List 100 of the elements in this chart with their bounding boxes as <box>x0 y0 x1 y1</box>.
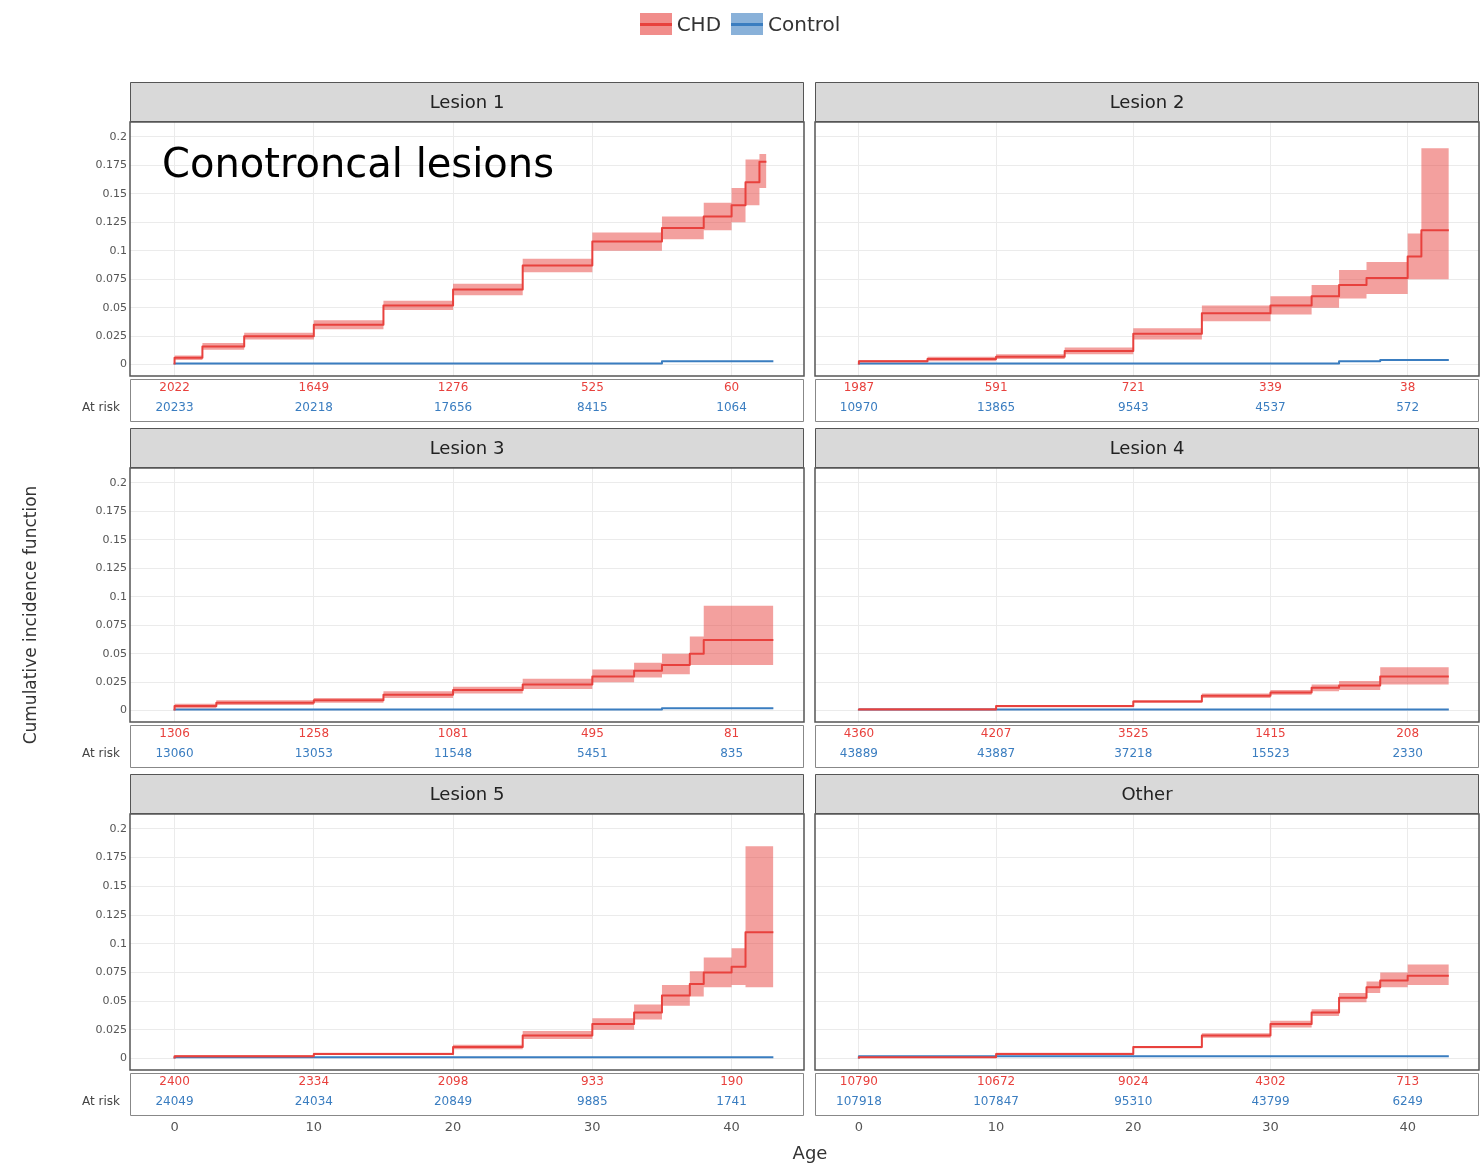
text: 5451 <box>577 746 608 761</box>
text: 10970 <box>839 400 878 415</box>
y-tick-label: 0.025 <box>95 674 127 688</box>
text: 2022 <box>159 380 190 395</box>
text: 1987 <box>843 380 875 395</box>
text: 2098 <box>437 1074 469 1089</box>
text: 37218 <box>1114 746 1153 761</box>
x-tick-label: 30 <box>584 1119 601 1135</box>
text: 10672 <box>977 1074 1016 1089</box>
chart-title: Lesion 1 <box>429 90 505 112</box>
y-tick-label: 0.1 <box>109 589 127 603</box>
chart-title: Lesion 2 <box>1109 90 1185 112</box>
text: 20233 <box>155 400 194 415</box>
text: 81 <box>723 726 740 741</box>
text: 6249 <box>1392 1094 1423 1109</box>
text: 4537 <box>1255 400 1286 415</box>
chart-title: Other <box>1121 782 1174 804</box>
text: 933 <box>580 1074 604 1089</box>
y-tick-label: 0.15 <box>102 186 127 200</box>
x-tick-label: 20 <box>1125 1119 1142 1135</box>
text: 591 <box>984 380 1008 395</box>
x-tick-label: 20 <box>444 1119 462 1135</box>
y-tick-label: 0.025 <box>95 328 127 342</box>
y-tick-label: 0.2 <box>109 821 127 835</box>
text: 15523 <box>1251 746 1290 761</box>
text: 2334 <box>298 1074 330 1089</box>
y-tick-label: 0.05 <box>102 993 127 1007</box>
y-tick-label: 0.05 <box>102 646 127 660</box>
text: 8415 <box>577 400 608 415</box>
y-axis-title: Cumulative incidence function <box>20 485 40 745</box>
text: 525 <box>580 380 604 395</box>
y-tick-label: 0 <box>120 357 127 371</box>
text: 9024 <box>1118 1074 1149 1089</box>
text: 721 <box>1121 380 1145 395</box>
text: 13053 <box>294 746 333 761</box>
legend-label: Control <box>768 12 841 36</box>
chart-title: Lesion 3 <box>429 436 505 458</box>
text: 1649 <box>298 380 330 395</box>
text: 9885 <box>577 1094 608 1109</box>
y-tick-label: 0.15 <box>102 532 127 546</box>
text: 95310 <box>1114 1094 1153 1109</box>
text: 190 <box>720 1074 744 1089</box>
text: 38 <box>1400 380 1416 395</box>
text: 2400 <box>159 1074 190 1089</box>
chart-title: Lesion 4 <box>1109 436 1185 458</box>
text: 13865 <box>977 400 1016 415</box>
y-tick-label: 0.025 <box>95 1022 127 1036</box>
text: 713 <box>1396 1074 1420 1089</box>
text: 13060 <box>155 746 194 761</box>
text: 1276 <box>437 380 469 395</box>
y-tick-label: 0.075 <box>95 618 127 632</box>
x-tick-label: 10 <box>305 1119 323 1135</box>
text: 43889 <box>839 746 878 761</box>
chart-title: Lesion 5 <box>429 782 505 804</box>
y-tick-label: 0.125 <box>95 215 127 229</box>
y-tick-label: 0.2 <box>109 475 127 489</box>
y-tick-label: 0.175 <box>95 158 127 172</box>
x-tick-label: 10 <box>987 1119 1005 1135</box>
x-axis-title: Age <box>792 1142 828 1163</box>
text: 107918 <box>835 1094 882 1109</box>
y-tick-label: 0.1 <box>109 243 127 257</box>
x-tick-label: 30 <box>1262 1119 1279 1135</box>
text: 1064 <box>716 400 747 415</box>
y-tick-label: 0.125 <box>95 907 127 921</box>
y-tick-label: 0.175 <box>95 850 127 864</box>
text: 4302 <box>1255 1074 1286 1089</box>
text: 10790 <box>839 1074 878 1089</box>
text: 835 <box>720 746 744 761</box>
text: At risk <box>82 1094 121 1109</box>
text: 1081 <box>437 726 469 741</box>
text: 9543 <box>1118 400 1149 415</box>
text: At risk <box>82 400 121 415</box>
y-tick-label: 0 <box>120 1051 127 1065</box>
y-tick-label: 0.1 <box>109 936 127 950</box>
text: 17656 <box>433 400 473 415</box>
text: 4207 <box>980 726 1012 741</box>
text: 43887 <box>977 746 1016 761</box>
y-tick-label: 0.175 <box>95 504 127 518</box>
text: 339 <box>1259 380 1282 395</box>
annotation: Conotroncal lesions <box>162 140 554 187</box>
text: 572 <box>1396 400 1420 415</box>
text: 208 <box>1396 726 1420 741</box>
x-tick-label: 0 <box>170 1119 179 1135</box>
x-tick-label: 40 <box>1399 1119 1416 1135</box>
text: 60 <box>723 380 740 395</box>
y-tick-label: 0.125 <box>95 561 127 575</box>
text: 4360 <box>843 726 875 741</box>
y-tick-label: 0.2 <box>109 129 127 143</box>
text: 24034 <box>294 1094 333 1109</box>
text: 24049 <box>155 1094 194 1109</box>
text: 1258 <box>298 726 330 741</box>
text: 1306 <box>159 726 190 741</box>
text: 1741 <box>716 1094 747 1109</box>
text: 107847 <box>973 1094 1019 1109</box>
y-tick-label: 0.075 <box>95 272 127 286</box>
text: At risk <box>82 746 121 761</box>
text: 1415 <box>1255 726 1286 741</box>
text: 11548 <box>433 746 473 761</box>
y-tick-label: 0 <box>120 703 127 717</box>
x-tick-label: 40 <box>723 1119 740 1135</box>
